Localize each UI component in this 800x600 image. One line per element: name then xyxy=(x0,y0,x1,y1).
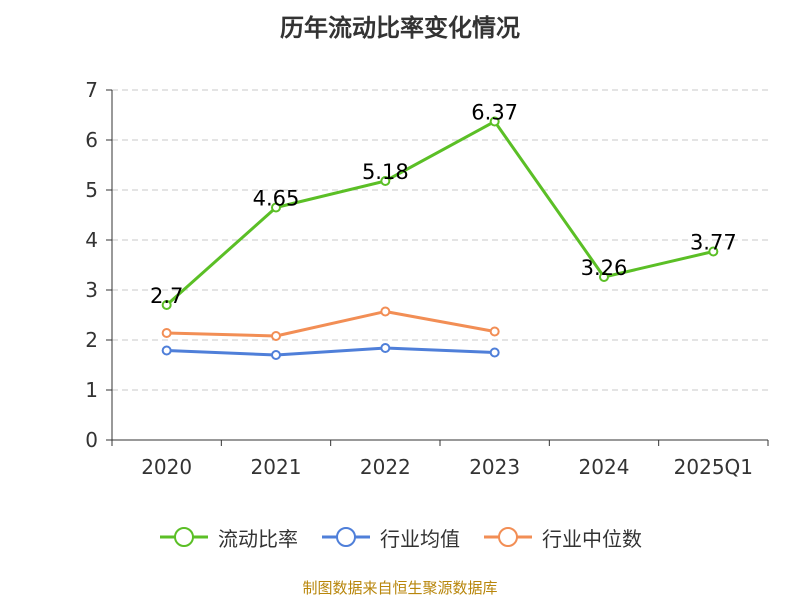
chart-title: 历年流动比率变化情况 xyxy=(280,14,520,42)
series xyxy=(161,116,719,360)
data-point[interactable] xyxy=(489,347,500,358)
legend-label: 流动比率 xyxy=(218,526,298,551)
x-tick-label: 2025Q1 xyxy=(674,455,753,479)
data-point[interactable] xyxy=(380,176,391,186)
data-label: 3.77 xyxy=(690,231,737,255)
data-labels: 2.7 4.65 5.18 6.37 3.26 3.77 xyxy=(150,101,737,309)
legend-item[interactable]: 行业均值 xyxy=(320,523,460,552)
data-point[interactable] xyxy=(271,331,281,341)
legend-swatch xyxy=(160,527,208,547)
source-note: 制图数据来自恒生聚源数据库 xyxy=(302,579,498,597)
series-line-0 xyxy=(165,120,714,307)
data-label: 3.26 xyxy=(581,256,628,280)
data-label: 4.65 xyxy=(253,187,300,211)
y-tick-label: 4 xyxy=(85,228,98,252)
data-point[interactable] xyxy=(489,326,500,337)
x-tick-label: 2021 xyxy=(251,455,302,479)
data-point[interactable] xyxy=(708,246,719,257)
y-tick-label: 5 xyxy=(85,178,98,202)
data-point[interactable] xyxy=(271,202,281,213)
x-tick-label: 2020 xyxy=(141,455,192,479)
data-point[interactable] xyxy=(161,300,172,310)
grid xyxy=(112,89,768,391)
data-point[interactable] xyxy=(271,350,281,360)
y-tick-label: 2 xyxy=(85,328,98,352)
x-tick-label: 2024 xyxy=(579,455,630,479)
y-tick-label: 7 xyxy=(85,78,98,102)
x-tick-label: 2022 xyxy=(360,455,411,479)
legend-item[interactable]: 流动比率 xyxy=(158,523,298,552)
x-tick-label: 2023 xyxy=(469,455,520,479)
data-point[interactable] xyxy=(161,328,172,338)
data-point[interactable] xyxy=(380,343,391,353)
data-label: 6.37 xyxy=(471,101,518,125)
y-tick-label: 6 xyxy=(85,128,98,152)
legend-label: 行业中位数 xyxy=(542,526,642,551)
data-label: 2.7 xyxy=(150,284,183,308)
series-line-2 xyxy=(166,310,495,338)
legend-item[interactable]: 行业中位数 xyxy=(482,523,642,552)
y-tick-label: 1 xyxy=(85,378,98,402)
legend: 流动比率 行业均值 行业中位数 xyxy=(0,520,800,554)
legend-swatch xyxy=(322,527,370,547)
legend-label: 行业均值 xyxy=(380,526,460,551)
data-point[interactable] xyxy=(380,306,391,317)
data-point[interactable] xyxy=(489,116,500,127)
legend-swatch xyxy=(484,527,532,547)
axes: 0 1 2 3 4 5 6 7 2020 2021 2022 2023 2024 2025Q1 xyxy=(85,78,769,479)
series-line-1 xyxy=(166,346,495,357)
data-label: 5.18 xyxy=(362,160,409,184)
data-point[interactable] xyxy=(599,272,609,282)
data-point[interactable] xyxy=(161,345,172,356)
y-tick-label: 3 xyxy=(85,278,98,302)
y-tick-label: 0 xyxy=(85,428,98,452)
